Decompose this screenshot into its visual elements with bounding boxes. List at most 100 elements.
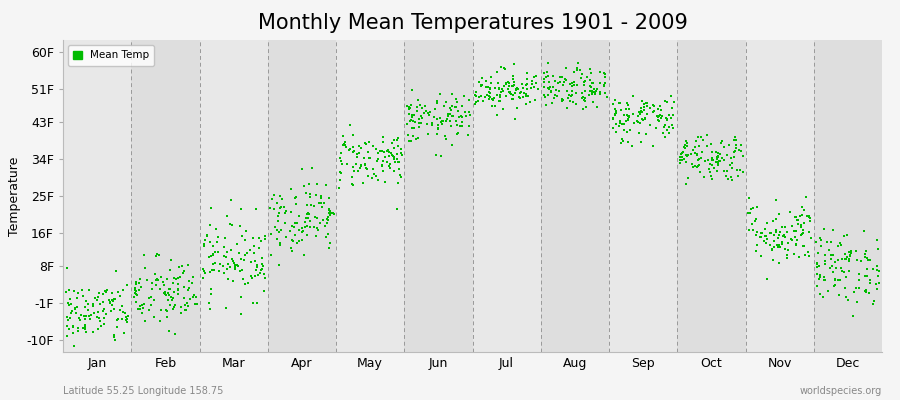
Point <box>657 124 671 130</box>
Point <box>520 86 535 92</box>
Point <box>491 86 506 92</box>
Point <box>224 197 238 204</box>
Point <box>720 168 734 174</box>
Point <box>205 252 220 258</box>
Point <box>796 207 811 214</box>
Point <box>528 72 543 79</box>
Point <box>413 102 428 109</box>
Point <box>376 168 391 174</box>
Point <box>502 88 517 95</box>
Point <box>493 97 508 104</box>
Point <box>526 74 541 80</box>
Point <box>228 262 242 268</box>
Point <box>157 282 171 288</box>
Point <box>482 92 497 99</box>
Point <box>818 258 832 264</box>
Point <box>273 205 287 212</box>
Point <box>860 266 875 272</box>
Point <box>408 119 422 126</box>
Point <box>159 306 174 313</box>
Point <box>76 324 90 331</box>
Point <box>555 97 570 103</box>
Point <box>59 265 74 271</box>
Point <box>68 288 82 294</box>
Point <box>382 163 396 169</box>
Point <box>554 98 569 104</box>
Point <box>171 280 185 287</box>
Point <box>550 93 564 99</box>
Point <box>62 326 77 332</box>
Point <box>297 182 311 189</box>
Point <box>789 237 804 243</box>
Point <box>675 148 689 155</box>
Point <box>86 302 100 309</box>
Point <box>273 229 287 236</box>
Point <box>810 264 824 271</box>
Bar <box>336 40 404 352</box>
Point <box>149 282 164 288</box>
Point <box>238 281 252 288</box>
Point <box>204 286 219 292</box>
Point <box>256 271 271 278</box>
Point <box>132 306 147 312</box>
Point <box>638 114 652 121</box>
Point <box>710 154 724 160</box>
Point <box>784 236 798 243</box>
Point <box>228 264 242 270</box>
Point <box>518 93 533 100</box>
Point <box>238 228 253 234</box>
Point <box>728 148 742 155</box>
Point <box>560 105 574 112</box>
Point <box>540 60 554 66</box>
Point <box>743 210 758 216</box>
Point <box>197 268 211 275</box>
Point <box>444 106 458 113</box>
Point <box>788 214 802 220</box>
Point <box>599 94 614 100</box>
Bar <box>609 40 677 352</box>
Point <box>218 235 232 242</box>
Point <box>244 259 258 266</box>
Point <box>858 254 872 260</box>
Point <box>76 325 91 332</box>
Point <box>446 113 460 119</box>
Point <box>263 204 277 211</box>
Point <box>321 207 336 213</box>
Point <box>525 78 539 84</box>
Point <box>432 91 446 98</box>
Point <box>837 285 851 291</box>
Point <box>189 300 203 307</box>
Point <box>177 284 192 290</box>
Point <box>264 231 278 237</box>
Point <box>73 317 87 324</box>
Point <box>482 94 497 100</box>
Point <box>857 228 871 234</box>
Point <box>778 246 792 252</box>
Point <box>753 229 768 236</box>
Point <box>297 252 311 258</box>
Point <box>184 280 199 286</box>
Point <box>168 276 183 282</box>
Point <box>586 80 600 86</box>
Point <box>392 143 406 149</box>
Point <box>547 94 562 101</box>
Point <box>615 121 629 128</box>
Point <box>839 256 853 262</box>
Point <box>322 208 337 214</box>
Point <box>206 243 220 250</box>
Point <box>493 93 508 100</box>
Point <box>518 90 532 96</box>
Point <box>94 322 108 329</box>
Point <box>565 92 580 98</box>
Point <box>635 108 650 115</box>
Point <box>792 254 806 260</box>
Point <box>537 76 552 83</box>
Point <box>255 266 269 272</box>
Point <box>842 251 857 258</box>
Point <box>693 134 707 140</box>
Point <box>484 80 499 86</box>
Point <box>717 157 732 164</box>
Point <box>211 234 225 240</box>
Point <box>580 104 594 110</box>
Point <box>578 98 592 104</box>
